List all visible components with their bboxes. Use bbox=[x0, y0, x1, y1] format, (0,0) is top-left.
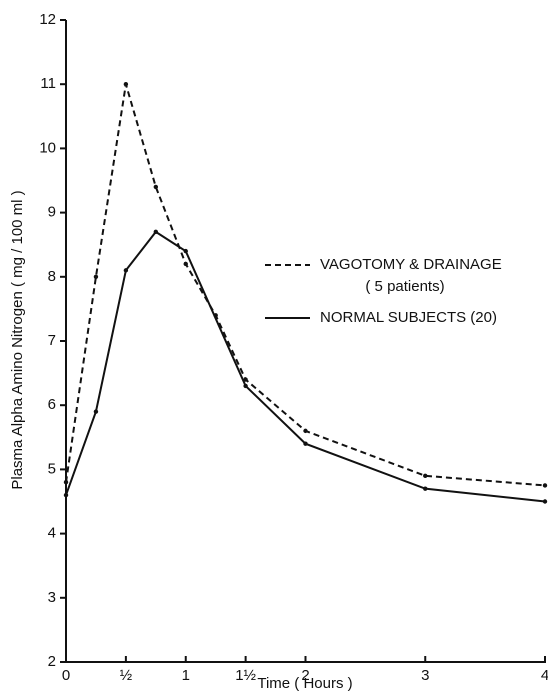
data-point bbox=[183, 248, 188, 254]
y-tick-label: 12 bbox=[39, 11, 56, 28]
x-tick-label: 4 bbox=[541, 667, 548, 684]
y-tick-label: 10 bbox=[39, 139, 56, 156]
data-point bbox=[542, 499, 548, 504]
y-axis-label: Plasma Alpha Amino Nitrogen ( mg / 100 m… bbox=[9, 190, 26, 489]
x-tick-label: 0 bbox=[62, 667, 70, 684]
legend-label: NORMAL SUBJECTS (20) bbox=[320, 309, 497, 326]
data-point bbox=[243, 383, 248, 389]
legend-label: VAGOTOMY & DRAINAGE bbox=[320, 256, 502, 273]
y-tick-label: 8 bbox=[48, 268, 56, 285]
data-point bbox=[243, 377, 248, 382]
y-tick-label: 9 bbox=[48, 204, 56, 221]
data-point bbox=[63, 480, 69, 485]
y-tick-label: 7 bbox=[48, 332, 56, 349]
y-tick-label: 11 bbox=[40, 75, 56, 92]
data-point bbox=[183, 261, 188, 267]
data-point bbox=[93, 409, 99, 414]
y-tick-label: 4 bbox=[48, 525, 56, 542]
data-point bbox=[423, 473, 428, 479]
data-point bbox=[123, 268, 129, 273]
y-tick-label: 5 bbox=[48, 460, 56, 477]
data-point bbox=[303, 428, 308, 434]
data-point bbox=[423, 486, 428, 491]
x-tick-label: 2 bbox=[301, 667, 309, 684]
axes bbox=[65, 20, 546, 663]
x-tick-label: 1½ bbox=[235, 667, 256, 684]
data-point bbox=[63, 492, 69, 498]
data-point bbox=[93, 274, 99, 279]
legend-note: ( 5 patients) bbox=[365, 278, 444, 295]
data-point bbox=[153, 229, 159, 235]
x-axis-label: Time ( Hours ) bbox=[257, 675, 352, 692]
x-tick-label: 3 bbox=[421, 667, 429, 684]
data-point bbox=[153, 184, 159, 190]
y-tick-label: 3 bbox=[48, 589, 56, 606]
x-tick-label: ½ bbox=[120, 667, 133, 684]
data-point bbox=[542, 483, 548, 488]
series-line bbox=[65, 83, 546, 487]
y-tick-label: 6 bbox=[48, 396, 56, 413]
x-tick-label: 1 bbox=[182, 667, 190, 684]
y-tick-label: 2 bbox=[48, 653, 56, 670]
data-point bbox=[123, 82, 129, 87]
data-point bbox=[303, 441, 308, 446]
